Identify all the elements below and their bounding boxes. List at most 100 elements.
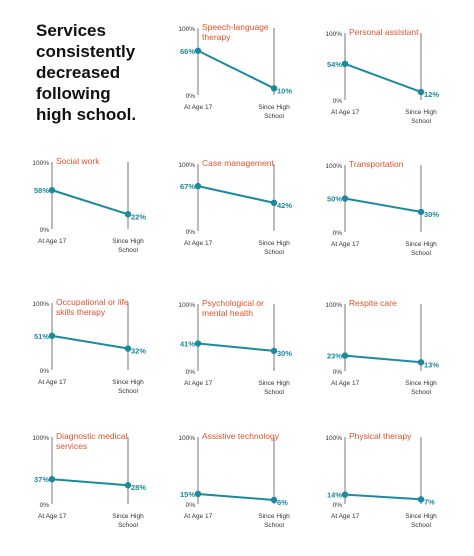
chart-title: mental health [202, 308, 253, 318]
headline-line: decreased [36, 63, 121, 82]
data-point [124, 345, 132, 352]
series-line [51, 334, 129, 350]
x-tick-label: At Age 17 [331, 109, 360, 116]
chart-title: Social work [56, 156, 100, 166]
tick-label: 100% [178, 302, 195, 309]
tick-label: 100% [32, 160, 49, 167]
x-tick-label: At Age 17 [184, 240, 213, 247]
x-tick-label: Since High [405, 109, 437, 116]
data-point [341, 195, 349, 202]
data-point [124, 211, 132, 218]
tick-label: 100% [325, 31, 342, 38]
tick-label: 100% [178, 26, 195, 33]
x-tick-label: Since High [258, 104, 290, 111]
tick-label: 0% [186, 229, 196, 236]
x-tick-label: Since High [112, 513, 144, 520]
data-point [48, 186, 56, 194]
data-point [124, 482, 132, 489]
tick-label: 100% [32, 301, 49, 308]
data-label: 6% [277, 498, 288, 507]
x-tick-label: Since High [112, 379, 144, 386]
tick-label: 0% [333, 230, 343, 237]
tick-label: 0% [333, 369, 343, 376]
data-label: 30% [277, 349, 292, 358]
series-line [344, 62, 422, 93]
x-tick-label: School [264, 389, 284, 396]
data-label: 30% [424, 210, 439, 219]
x-tick-label: At Age 17 [331, 380, 360, 387]
tick-label: 100% [325, 435, 342, 442]
series-line [197, 185, 275, 204]
data-point [270, 85, 278, 92]
x-tick-label: Since High [258, 513, 290, 520]
data-label: 58% [34, 186, 49, 195]
x-tick-label: At Age 17 [38, 238, 67, 245]
data-label: 7% [424, 497, 435, 506]
x-tick-label: Since High [258, 240, 290, 247]
series-line [51, 189, 129, 216]
data-label: 23% [327, 352, 342, 361]
data-label: 15% [180, 490, 195, 499]
x-tick-label: Since High [405, 241, 437, 248]
x-tick-label: At Age 17 [38, 513, 67, 520]
data-point [194, 47, 202, 54]
x-tick-label: At Age 17 [184, 513, 213, 520]
x-tick-label: Since High [405, 513, 437, 520]
tick-label: 100% [32, 435, 49, 442]
chart-title: Transportation [349, 159, 404, 169]
headline-line: Services [36, 21, 106, 40]
series-line [197, 49, 275, 90]
series-line [344, 354, 422, 364]
series-line [51, 478, 129, 487]
x-tick-label: School [264, 249, 284, 256]
x-tick-label: Since High [112, 238, 144, 245]
data-label: 67% [180, 182, 195, 191]
tick-label: 100% [178, 435, 195, 442]
x-tick-label: School [411, 250, 431, 257]
data-point [417, 359, 425, 366]
tick-label: 0% [40, 227, 50, 234]
data-label: 10% [277, 86, 292, 95]
data-label: 51% [34, 332, 49, 341]
tick-label: 0% [186, 502, 196, 509]
data-point [48, 332, 56, 340]
tick-label: 0% [333, 98, 343, 105]
series-line [344, 493, 422, 501]
series-line [344, 197, 422, 213]
data-label: 50% [327, 195, 342, 204]
chart-title: Diagnostic medical [56, 431, 127, 441]
headline-line: following [36, 84, 111, 103]
x-tick-label: At Age 17 [184, 104, 213, 111]
data-point [341, 491, 349, 498]
x-tick-label: School [411, 522, 431, 529]
x-tick-label: School [264, 113, 284, 120]
data-point [417, 496, 425, 503]
data-label: 14% [327, 491, 342, 500]
series-line [197, 492, 275, 501]
data-point [417, 88, 425, 96]
x-tick-label: School [411, 389, 431, 396]
data-point [341, 60, 349, 68]
chart-title: services [56, 441, 87, 451]
chart-title: Assistive technology [202, 431, 280, 441]
x-tick-label: At Age 17 [331, 513, 360, 520]
x-tick-label: School [118, 522, 138, 529]
chart-title: skills therapy [56, 307, 106, 317]
x-tick-label: School [264, 522, 284, 529]
x-tick-label: School [118, 247, 138, 254]
data-label: 42% [277, 201, 292, 210]
chart-title: Occupational or life [56, 297, 129, 307]
x-tick-label: At Age 17 [184, 380, 213, 387]
data-label: 37% [34, 475, 49, 484]
tick-label: 0% [186, 369, 196, 376]
tick-label: 0% [40, 502, 50, 509]
x-tick-label: School [118, 388, 138, 395]
data-label: 66% [180, 47, 195, 56]
chart-title: Psychological or [202, 298, 264, 308]
data-label: 22% [131, 212, 146, 221]
data-label: 12% [424, 90, 439, 99]
series-line [197, 342, 275, 352]
tick-label: 100% [325, 302, 342, 309]
chart-title: Case management [202, 158, 274, 168]
